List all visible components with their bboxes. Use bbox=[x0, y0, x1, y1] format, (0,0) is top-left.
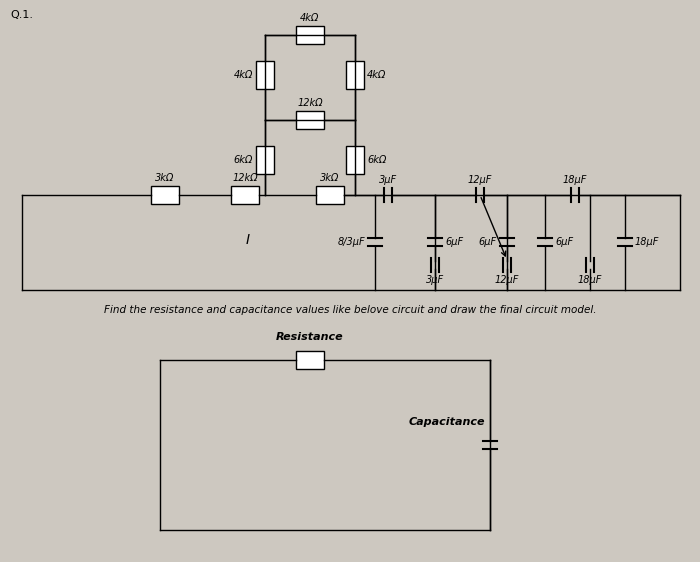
Text: I: I bbox=[246, 233, 250, 247]
Bar bbox=[296, 26, 324, 44]
Text: 4kΩ: 4kΩ bbox=[367, 70, 386, 80]
Text: 12μF: 12μF bbox=[495, 275, 519, 285]
Text: 3kΩ: 3kΩ bbox=[321, 173, 340, 183]
Text: 4kΩ: 4kΩ bbox=[234, 70, 253, 80]
Text: 12kΩ: 12kΩ bbox=[298, 98, 323, 108]
Text: 12μF: 12μF bbox=[468, 175, 492, 185]
Bar bbox=[296, 111, 324, 129]
Text: Find the resistance and capacitance values like belove circuit and draw the fina: Find the resistance and capacitance valu… bbox=[104, 305, 596, 315]
Text: 18μF: 18μF bbox=[578, 275, 602, 285]
Text: 12kΩ: 12kΩ bbox=[232, 173, 258, 183]
Text: 18μF: 18μF bbox=[635, 237, 659, 247]
Text: 6kΩ: 6kΩ bbox=[367, 155, 386, 165]
Text: 8/3μF: 8/3μF bbox=[337, 237, 365, 247]
Text: 6μF: 6μF bbox=[445, 237, 463, 247]
Text: 6μF: 6μF bbox=[555, 237, 573, 247]
Bar bbox=[231, 186, 259, 204]
Text: 3kΩ: 3kΩ bbox=[155, 173, 175, 183]
Bar bbox=[256, 146, 274, 174]
Text: 4kΩ: 4kΩ bbox=[300, 13, 320, 23]
Text: 6μF: 6μF bbox=[479, 237, 497, 247]
Text: 3μF: 3μF bbox=[379, 175, 397, 185]
Text: 6kΩ: 6kΩ bbox=[234, 155, 253, 165]
Bar bbox=[316, 186, 344, 204]
Bar bbox=[256, 61, 274, 89]
Text: Capacitance: Capacitance bbox=[409, 417, 485, 427]
Text: Resistance: Resistance bbox=[276, 332, 344, 342]
Text: 18μF: 18μF bbox=[563, 175, 587, 185]
Bar bbox=[296, 351, 324, 369]
Text: Q.1.: Q.1. bbox=[10, 10, 33, 20]
Bar bbox=[151, 186, 179, 204]
Text: 3μF: 3μF bbox=[426, 275, 444, 285]
Bar bbox=[346, 61, 364, 89]
Bar bbox=[346, 146, 364, 174]
